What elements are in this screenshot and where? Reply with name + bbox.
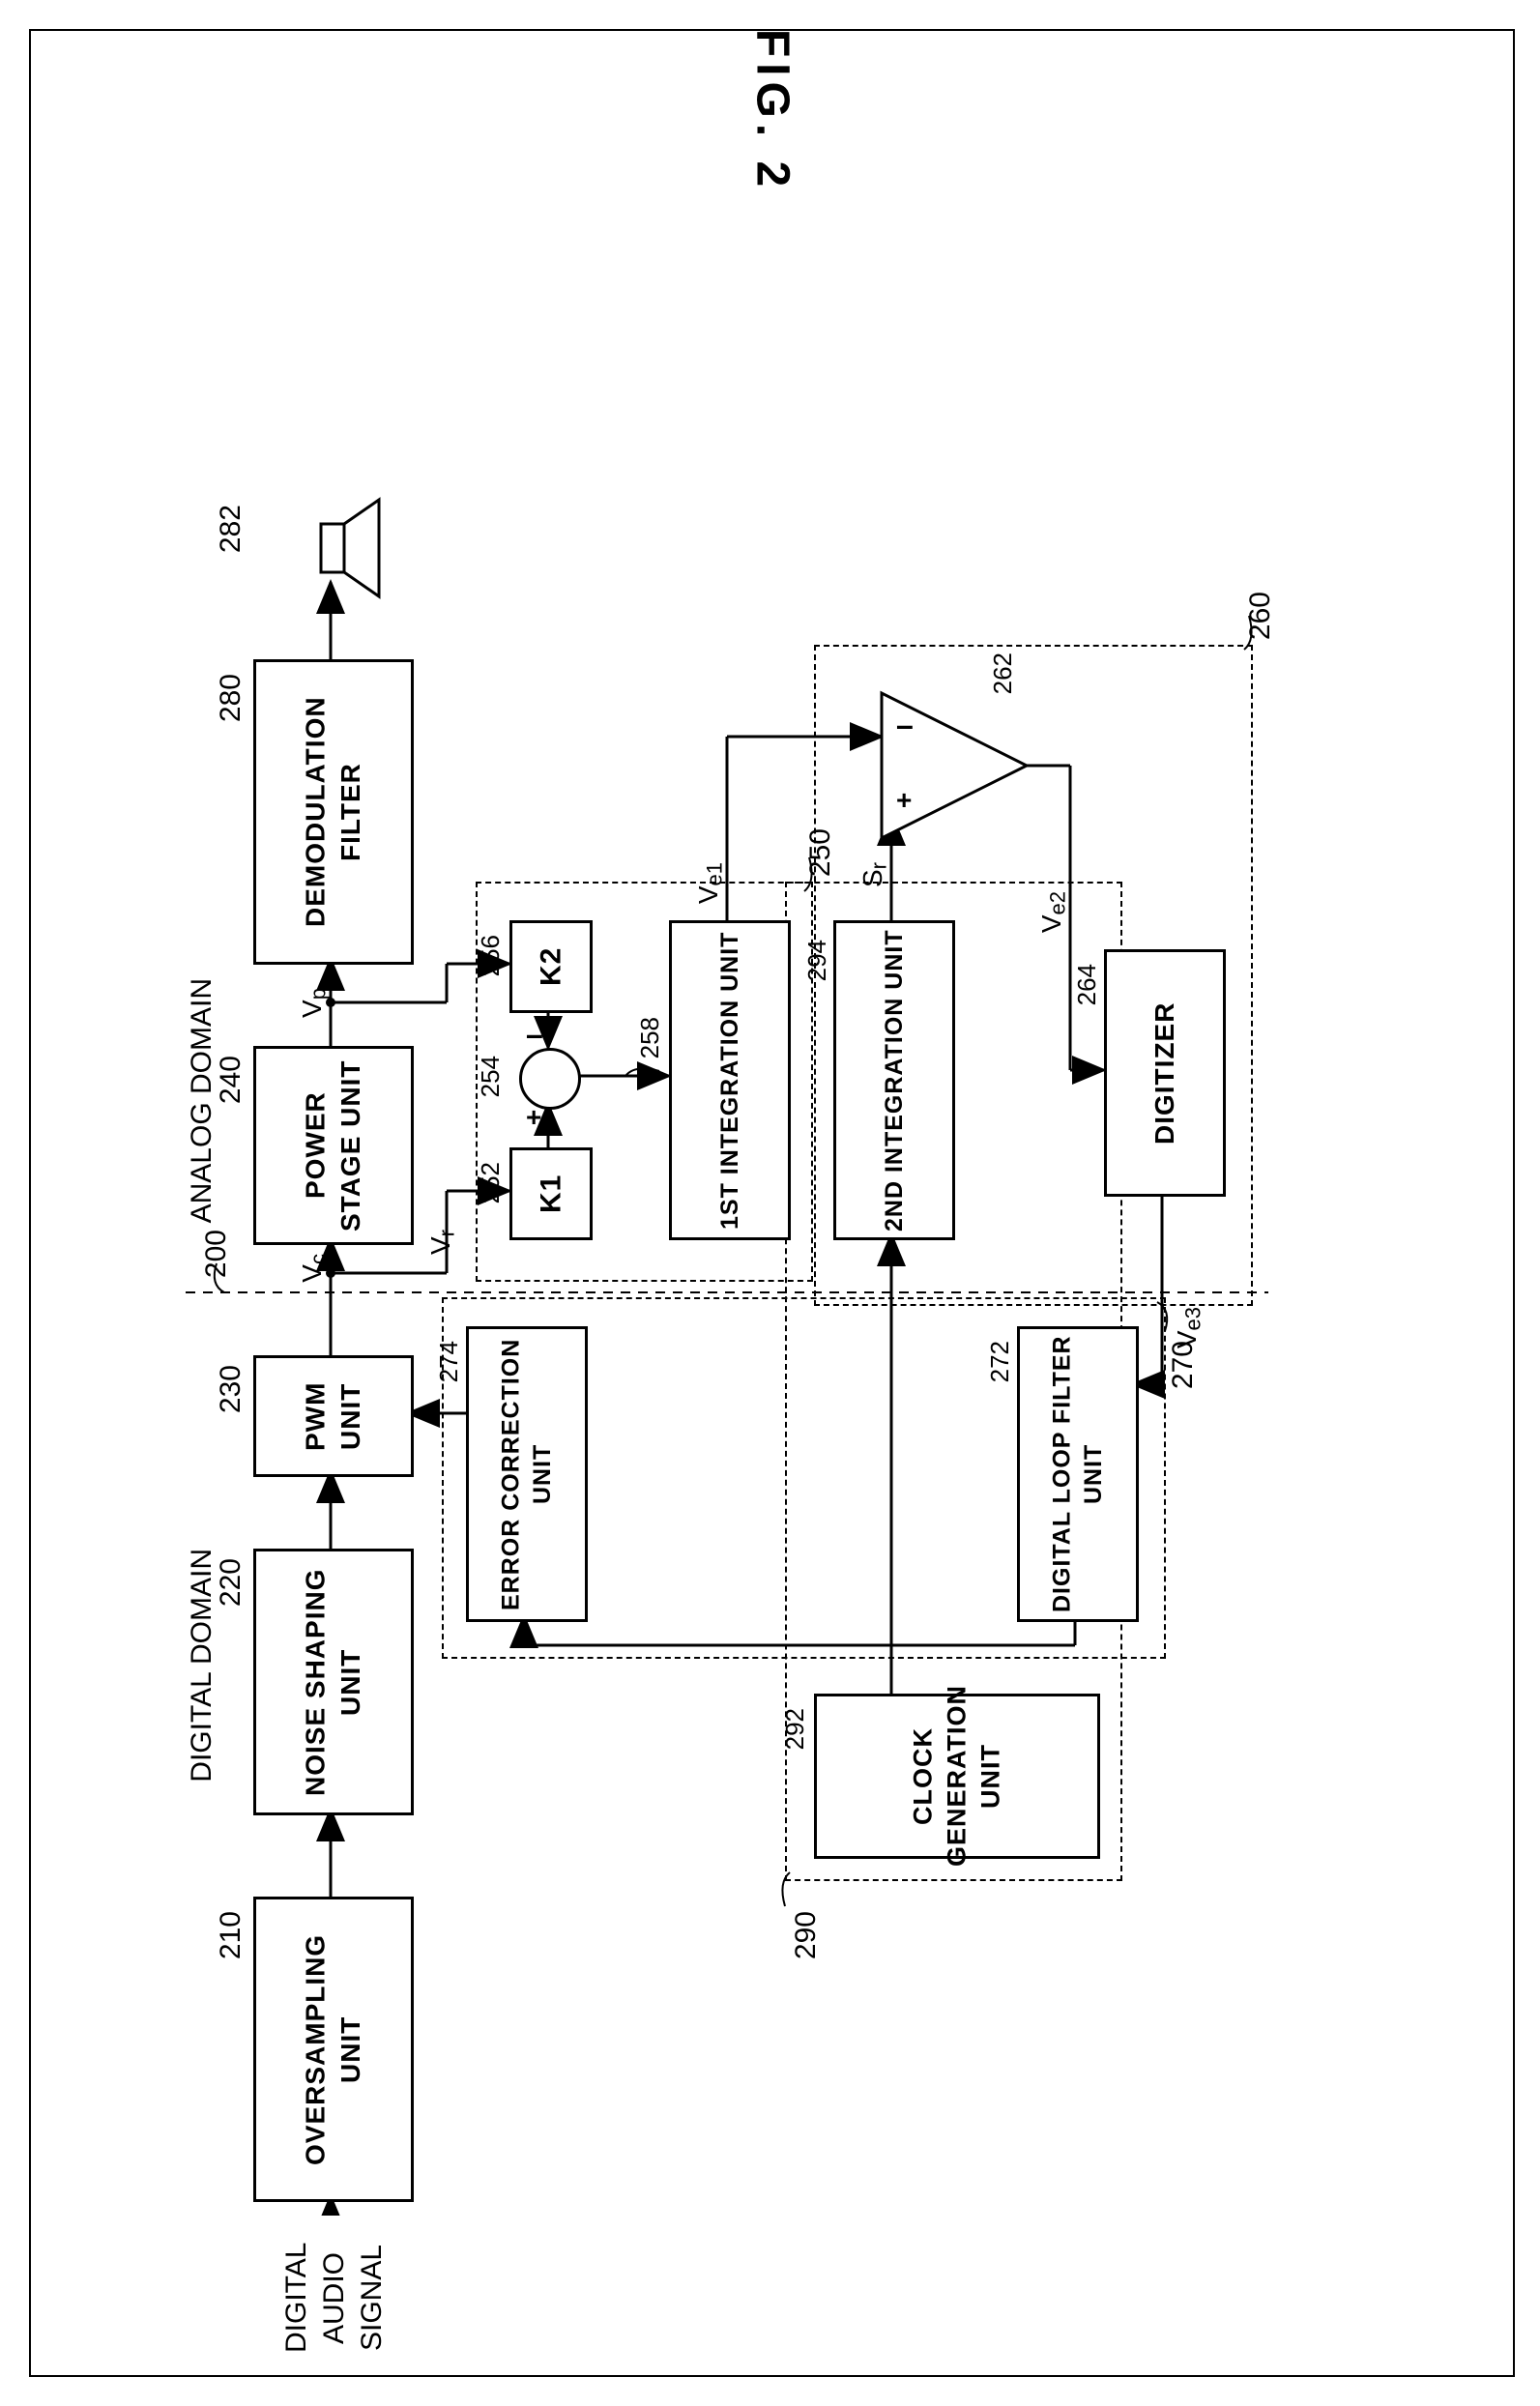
error-correction-unit: ERROR CORRECTION UNIT — [466, 1326, 588, 1622]
input-signal-label: DIGITAL AUDIO SIGNAL — [277, 2201, 391, 2394]
summing-node — [519, 1048, 581, 1110]
ref-262: 262 — [988, 652, 1018, 694]
ref-252: 252 — [476, 1162, 506, 1203]
summing-plus: + — [526, 1102, 541, 1133]
ref-220: 220 — [215, 1558, 247, 1607]
ref-260: 260 — [1244, 592, 1277, 640]
comparator-minus: – — [896, 708, 914, 743]
ref-280: 280 — [215, 674, 247, 722]
k2-gain: K2 — [509, 920, 593, 1013]
ref-290: 290 — [790, 1911, 823, 1959]
noise-shaping-unit: NOISE SHAPING UNIT — [253, 1549, 414, 1815]
ref-250: 250 — [804, 828, 837, 877]
ref-230: 230 — [215, 1365, 247, 1413]
clock-generation-unit: CLOCK GENERATION UNIT — [814, 1694, 1100, 1859]
ref-240: 240 — [215, 1056, 247, 1104]
first-integration-unit: 1ST INTEGRATION UNIT — [669, 920, 791, 1240]
signal-vr: Vr — [425, 1230, 460, 1255]
summing-minus: – — [526, 1017, 543, 1053]
k1-gain: K1 — [509, 1147, 593, 1240]
signal-vc: Vc — [297, 1254, 332, 1283]
signal-ve1: Ve1 — [693, 862, 728, 904]
digital-loop-filter-unit: DIGITAL LOOP FILTER UNIT — [1017, 1326, 1139, 1622]
power-stage-unit: POWER STAGE UNIT — [253, 1046, 414, 1245]
ref-294: 294 — [802, 940, 832, 981]
ref-282: 282 — [215, 505, 247, 553]
demodulation-filter: DEMODULATION FILTER — [253, 659, 414, 965]
digitizer: DIGITIZER — [1104, 949, 1226, 1197]
signal-sr: Sr — [857, 862, 892, 887]
ref-210: 210 — [215, 1911, 247, 1959]
ref-292: 292 — [780, 1708, 810, 1750]
ref-264: 264 — [1072, 964, 1102, 1005]
pwm-unit: PWM UNIT — [253, 1355, 414, 1477]
ref-258: 258 — [635, 1017, 665, 1058]
block-diagram: OVERSAMPLING UNIT NOISE SHAPING UNIT PWM… — [186, 166, 1394, 2216]
signal-vp: Vp — [297, 988, 332, 1018]
comparator-plus: + — [896, 785, 912, 816]
ref-274: 274 — [434, 1341, 464, 1382]
ref-200: 200 — [200, 1230, 233, 1278]
ref-254: 254 — [476, 1056, 506, 1097]
second-integration-unit: 2ND INTEGRATION UNIT — [833, 920, 955, 1240]
ref-272: 272 — [985, 1341, 1015, 1382]
digital-domain-label: DIGITAL DOMAIN — [186, 1549, 218, 1783]
signal-ve3: Ve3 — [1172, 1307, 1206, 1348]
page-frame: FIG. 2 — [29, 29, 1515, 2377]
oversampling-unit: OVERSAMPLING UNIT — [253, 1897, 414, 2202]
ref-256: 256 — [476, 935, 506, 976]
signal-ve2: Ve2 — [1036, 891, 1071, 933]
analog-domain-label: ANALOG DOMAIN — [186, 978, 218, 1223]
